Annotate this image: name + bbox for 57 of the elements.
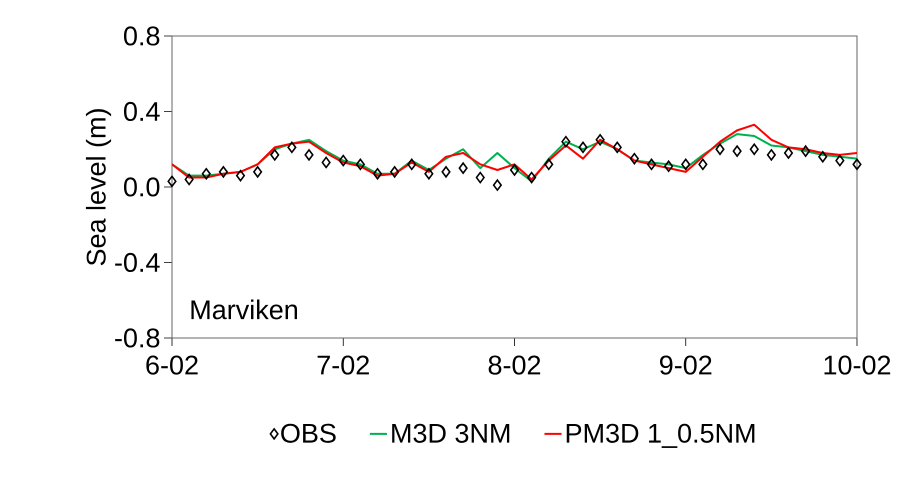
point <box>766 149 776 161</box>
point <box>852 158 862 170</box>
x-tick-label: 10-02 <box>824 356 890 375</box>
legend-label: M3D 3NM <box>392 424 510 443</box>
point <box>596 134 605 146</box>
point <box>270 149 280 161</box>
point <box>510 164 520 176</box>
point <box>664 160 674 172</box>
x-tick-label: 9-02 <box>660 356 712 375</box>
x-tick-label: 7-02 <box>318 356 369 375</box>
y-tick-label: 0.4 <box>124 102 160 122</box>
point <box>184 174 194 186</box>
point <box>835 154 844 166</box>
point <box>372 168 382 180</box>
point <box>218 166 228 178</box>
line-series <box>171 133 858 182</box>
point <box>646 158 656 170</box>
point <box>801 145 810 157</box>
y-tick-label: 0.8 <box>124 26 160 46</box>
point <box>578 142 588 154</box>
point <box>424 168 434 180</box>
point <box>750 143 759 156</box>
point <box>527 172 536 184</box>
point <box>732 145 742 157</box>
legend-label: PM3D 1_0.5NM <box>566 424 754 448</box>
point <box>338 154 348 166</box>
y-axis-title: Sea level (m) <box>86 109 112 266</box>
point <box>356 158 365 170</box>
y-tick-label: 0.0 <box>124 177 160 197</box>
point <box>304 149 314 161</box>
y-tick-label: -0.4 <box>115 252 160 272</box>
point <box>202 168 211 180</box>
point <box>818 150 828 163</box>
point <box>630 152 639 164</box>
point <box>458 162 468 174</box>
y-tick-label: -0.8 <box>115 328 160 348</box>
point <box>612 142 622 154</box>
point <box>167 176 177 188</box>
point <box>681 158 690 170</box>
point <box>236 170 246 182</box>
point <box>390 166 400 178</box>
point <box>544 158 554 170</box>
point <box>253 166 262 178</box>
point <box>715 143 725 156</box>
point <box>561 136 570 148</box>
x-tick-label: 8-02 <box>488 356 540 375</box>
x-tick-label: 6-02 <box>146 356 198 375</box>
point <box>441 166 451 178</box>
point <box>407 158 416 170</box>
annotation: Marviken <box>191 300 298 320</box>
point <box>476 172 485 184</box>
point <box>698 158 708 170</box>
point <box>784 147 794 159</box>
point <box>492 179 502 191</box>
legend-label: OBS <box>281 424 336 443</box>
point <box>322 156 331 168</box>
point <box>287 142 296 154</box>
